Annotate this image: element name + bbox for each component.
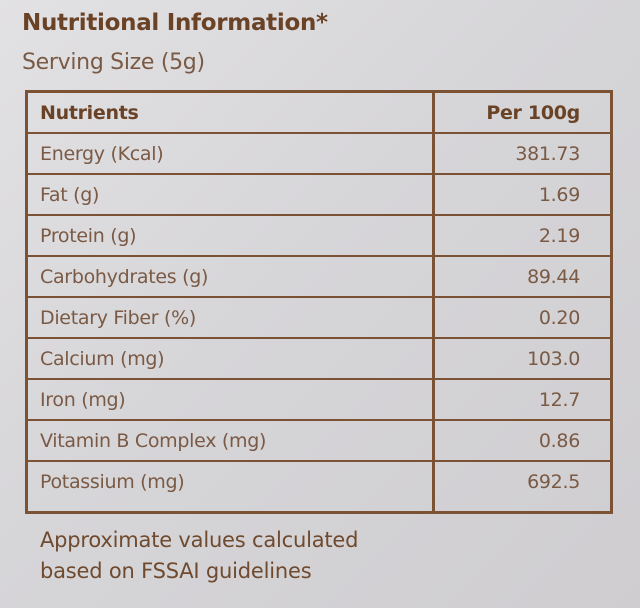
- nutrient-name: Vitamin B Complex (mg): [40, 430, 267, 452]
- nutrient-name: Dietary Fiber (%): [40, 307, 196, 329]
- table-row: Carbohydrates (g) 89.44: [28, 257, 610, 298]
- table-row: Vitamin B Complex (mg) 0.86: [28, 421, 610, 462]
- nutrient-name: Iron (mg): [40, 389, 126, 411]
- nutrient-value: 381.73: [515, 143, 580, 165]
- nutrient-name: Calcium (mg): [40, 348, 165, 370]
- nutrient-name: Protein (g): [40, 225, 137, 247]
- nutrient-name: Energy (Kcal): [40, 143, 164, 165]
- table-row: Energy (Kcal) 381.73: [28, 134, 610, 175]
- footnote: Approximate values calculated based on F…: [40, 525, 358, 587]
- nutrient-value: 0.20: [538, 307, 580, 329]
- nutrient-name: Fat (g): [40, 184, 100, 206]
- nutrient-name: Potassium (mg): [40, 471, 185, 493]
- table-header-row: Nutrients Per 100g: [28, 93, 610, 134]
- nutrient-value: 103.0: [527, 348, 580, 370]
- footnote-line-1: Approximate values calculated: [40, 528, 359, 552]
- nutrient-name: Carbohydrates (g): [40, 266, 209, 288]
- table-row: Protein (g) 2.19: [28, 216, 610, 257]
- footnote-line-2: based on FSSAI guidelines: [40, 559, 312, 583]
- header-per-100g: Per 100g: [486, 102, 580, 124]
- nutrient-value: 692.5: [527, 471, 580, 493]
- table-row: Iron (mg) 12.7: [28, 380, 610, 421]
- serving-size: Serving Size (5g): [22, 50, 205, 75]
- nutrition-table: Nutrients Per 100g Energy (Kcal) 381.73 …: [25, 90, 613, 514]
- nutrient-value: 89.44: [527, 266, 580, 288]
- header-nutrients: Nutrients: [40, 102, 139, 124]
- nutrient-value: 0.86: [538, 430, 580, 452]
- table-row: Dietary Fiber (%) 0.20: [28, 298, 610, 339]
- table-row: Calcium (mg) 103.0: [28, 339, 610, 380]
- nutrient-value: 2.19: [538, 225, 580, 247]
- nutrient-value: 12.7: [538, 389, 580, 411]
- nutrient-value: 1.69: [538, 184, 580, 206]
- page-title: Nutritional Information*: [22, 10, 328, 36]
- column-divider: [432, 93, 435, 511]
- table-row: Potassium (mg) 692.5: [28, 462, 610, 511]
- table-row: Fat (g) 1.69: [28, 175, 610, 216]
